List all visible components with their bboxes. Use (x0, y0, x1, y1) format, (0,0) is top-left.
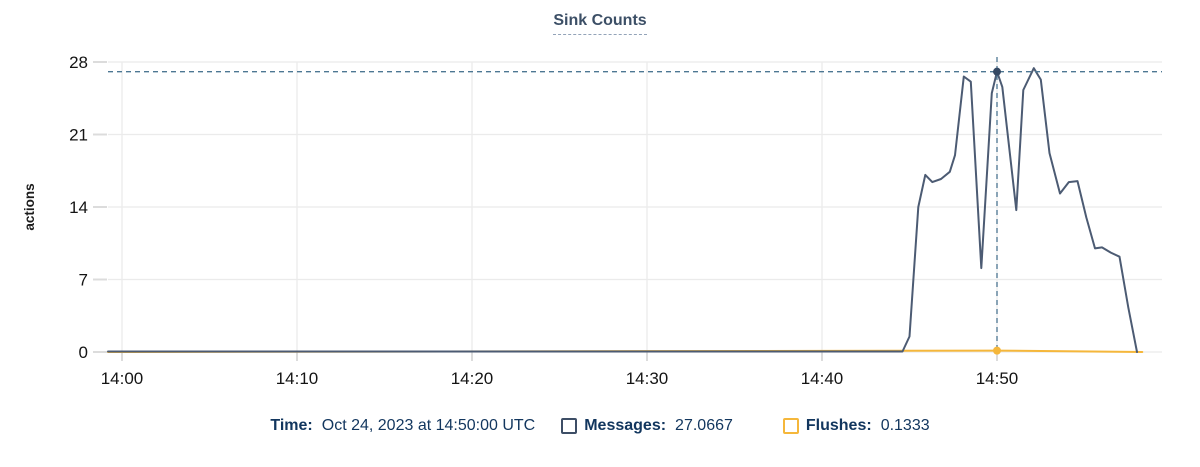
messages-legend-swatch[interactable] (561, 418, 578, 434)
x-tick-label: 14:30 (626, 369, 669, 388)
flushes-value: 0.1333 (880, 417, 930, 434)
y-tick-label: 14 (69, 198, 88, 217)
y-tick-label: 7 (79, 271, 88, 290)
x-tick-label: 14:50 (976, 369, 1019, 388)
messages-series-line (107, 67, 1138, 353)
crosshair-time-readout: Time: Oct 24, 2023 at 14:50:00 UTC (270, 417, 535, 435)
chart-header: Sink Counts (0, 12, 1200, 35)
y-axis-label: actions (22, 183, 37, 230)
x-tick-label: 14:20 (451, 369, 494, 388)
x-tick-label: 14:10 (276, 369, 319, 388)
legend-bar: Time: Oct 24, 2023 at 14:50:00 UTC Messa… (0, 417, 1200, 435)
messages-value: 27.0667 (675, 417, 733, 434)
legend-item-messages[interactable]: Messages: 27.0667 (561, 417, 733, 435)
legend-item-flushes[interactable]: Flushes: 0.1333 (782, 417, 930, 435)
y-tick-label: 21 (69, 126, 88, 145)
x-tick-label: 14:40 (801, 369, 844, 388)
time-label: Time: (270, 417, 313, 434)
y-tick-label: 0 (79, 343, 88, 362)
flushes-hover-point (993, 346, 1001, 355)
chart-title[interactable]: Sink Counts (553, 12, 647, 35)
time-value: Oct 24, 2023 at 14:50:00 UTC (321, 417, 536, 434)
flushes-label: Flushes: (805, 417, 872, 434)
y-tick-label: 28 (69, 53, 88, 72)
x-tick-label: 14:00 (101, 369, 144, 388)
messages-label: Messages: (584, 417, 667, 434)
messages-hover-point (993, 67, 1001, 76)
flushes-legend-swatch[interactable] (782, 418, 799, 434)
